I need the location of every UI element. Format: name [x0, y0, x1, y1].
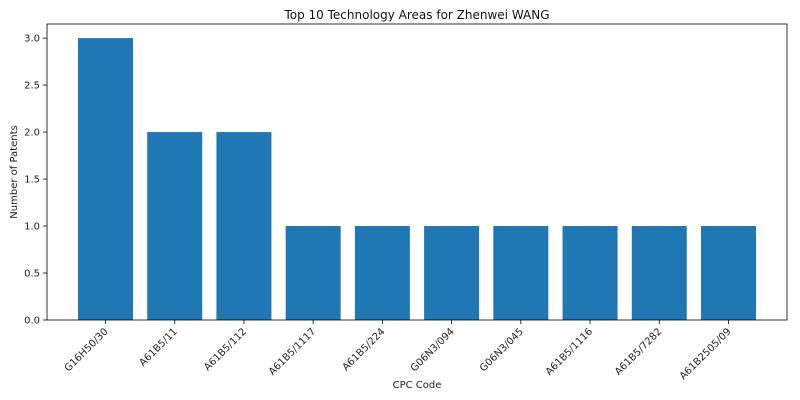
bar [493, 226, 548, 320]
bar [286, 226, 341, 320]
bar [147, 132, 202, 320]
y-axis-label: Number of Patents [9, 125, 20, 218]
bar [632, 226, 687, 320]
y-tick-label: 3.0 [24, 34, 40, 45]
y-tick-label: 1.0 [24, 222, 40, 233]
bar [563, 226, 618, 320]
bar [216, 132, 271, 320]
bar [701, 226, 756, 320]
y-tick-label: 0.0 [24, 316, 40, 327]
y-tick-label: 2.5 [24, 81, 40, 92]
y-tick-label: 1.5 [24, 175, 40, 186]
bar [78, 38, 133, 320]
x-axis-label: CPC Code [393, 380, 442, 391]
chart-title: Top 10 Technology Areas for Zhenwei WANG [283, 8, 549, 22]
bar [424, 226, 479, 320]
y-tick-label: 2.0 [24, 128, 40, 139]
bar [355, 226, 410, 320]
y-tick-label: 0.5 [24, 269, 40, 280]
